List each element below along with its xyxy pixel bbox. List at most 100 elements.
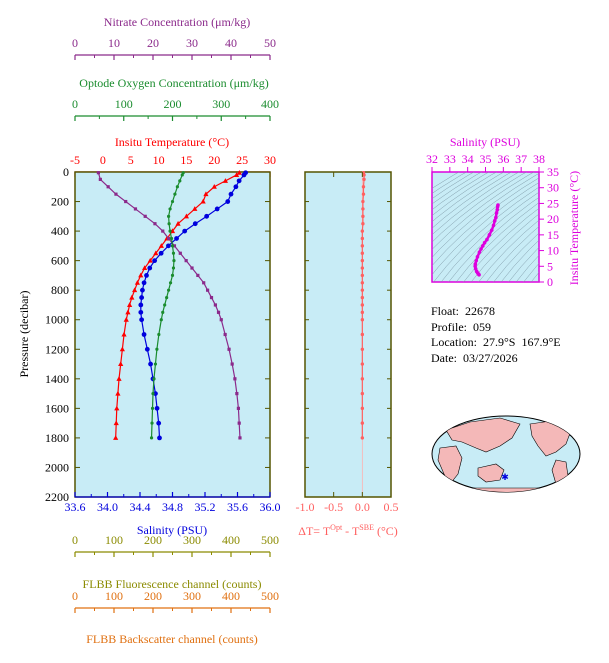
pressure-tick-label: 1000	[45, 313, 69, 327]
ts-isopycnal	[432, 172, 482, 205]
salinity-axis-title: Salinity (PSU)	[137, 523, 207, 537]
temperature-axis-title: Insitu Temperature (°C)	[115, 135, 229, 149]
temperature-point	[114, 405, 120, 411]
salinity-tick-label: 33.6	[65, 500, 86, 514]
nitrate-point	[114, 192, 118, 196]
pressure-tick-label: 800	[51, 283, 69, 297]
oxygen-point	[150, 406, 155, 410]
delta-t-point	[360, 251, 365, 255]
main-plot-background	[74, 171, 271, 498]
ts-isopycnal	[515, 254, 539, 282]
ts-point	[482, 240, 487, 245]
salinity-point	[204, 213, 210, 219]
nitrate-point	[216, 310, 221, 314]
ts-temperature-tick-label: 30	[547, 181, 559, 195]
salinity-point	[141, 332, 147, 337]
oxygen-point	[170, 273, 175, 278]
nitrate-point	[190, 266, 194, 270]
nitrate-point	[206, 288, 210, 292]
delta-t-point	[360, 377, 365, 381]
nitrate-point	[196, 273, 200, 278]
temperature-point	[115, 390, 121, 396]
fluorescence-tick-label: 200	[144, 533, 162, 547]
ts-isopycnal	[432, 177, 539, 267]
salinity-point	[138, 302, 144, 308]
salinity-point	[147, 265, 153, 271]
oxygen-tick-label: 300	[212, 97, 230, 111]
ts-point	[491, 223, 496, 228]
nitrate-point	[106, 185, 110, 189]
ts-point	[487, 233, 492, 237]
ts-temperature-title: Insitu Temperature (°C)	[567, 171, 581, 285]
temperature-point	[183, 213, 190, 219]
pressure-ticks: 0 200 400 600 800 1000 1200 1400 1600 1800 2000 220…	[45, 165, 270, 504]
salinity-point	[233, 184, 239, 190]
ts-salinity-tick-label: 36	[497, 152, 509, 166]
temperature-point	[158, 243, 164, 248]
salinity-tick-label: 34.4	[130, 500, 151, 514]
temperature-point	[175, 220, 181, 226]
temperature-point	[211, 183, 217, 189]
salinity-tick-label: 35.2	[195, 500, 216, 514]
backscatter-axis-title: FLBB Backscatter channel (counts)	[86, 632, 258, 646]
ts-isopycnal	[432, 172, 475, 199]
ts-point	[474, 258, 479, 263]
nitrate-point	[233, 377, 237, 381]
nitrate-point	[213, 303, 217, 307]
nitrate-point	[143, 214, 147, 218]
ts-temperature-tick-label: 10	[547, 244, 559, 258]
delta-t-point	[360, 406, 365, 411]
pressure-tick-label: 1800	[45, 431, 69, 445]
float-id: Float: 22678	[431, 304, 496, 318]
ts-point	[494, 211, 499, 215]
delta-t-label-unit: (°C)	[374, 524, 398, 538]
float-info: Float: 22678 Profile: 059 Location: 27.9…	[431, 304, 561, 366]
oxygen-ticks: 0 100 200 300 400	[72, 97, 279, 121]
backscatter-tick-label: 0	[72, 589, 78, 603]
delta-t-point	[361, 199, 365, 204]
ts-temperature-tick-label: 35	[547, 165, 559, 179]
backscatter-axis: 0 100 200 300 400 500 FLBB Backscatter channe…	[72, 589, 279, 646]
ts-salinity-tick-label: 35	[480, 152, 492, 166]
salinity-point	[158, 250, 164, 256]
ts-isopycnal	[432, 172, 535, 250]
nitrate-point	[202, 281, 206, 285]
ts-point	[496, 203, 500, 207]
ts-salinity-title: Salinity (PSU)	[450, 135, 520, 149]
oxygen-point	[161, 310, 165, 314]
oxygen-point	[167, 222, 171, 226]
date: Date: 03/27/2026	[431, 350, 518, 365]
oxygen-point	[178, 179, 182, 183]
nitrate-axis-title: Nitrate Concentration (μm/kg)	[104, 15, 250, 29]
ts-point	[485, 237, 489, 242]
salinity-point	[152, 258, 158, 264]
ts-isopycnal	[493, 232, 539, 282]
ts-temperature-tick-label: 0	[547, 275, 553, 289]
ts-salinity-tick-label: 33	[444, 152, 456, 166]
pressure-tick-label: 1400	[45, 372, 69, 386]
temperature-point	[222, 178, 229, 183]
temperature-point	[118, 361, 124, 367]
delta-t-point	[360, 281, 365, 285]
ts-isopycnal	[455, 202, 539, 282]
salinity-tick-label: 35.6	[227, 500, 248, 514]
oxygen-point	[153, 362, 158, 366]
ts-salinity-tick-label: 38	[533, 152, 545, 166]
ts-isopycnal	[432, 172, 497, 216]
delta-t-point	[360, 303, 365, 307]
backscatter-tick-label: 300	[183, 589, 201, 603]
nitrate-tick-label: 40	[225, 36, 237, 50]
oxygen-point	[150, 421, 154, 425]
nitrate-point	[161, 229, 165, 233]
oxygen-tick-label: 200	[164, 97, 182, 111]
ts-point	[495, 207, 500, 212]
delta-t-plot: -1.0 -0.5 0.0 0.5 ΔT= TOpt - TSBE (°C)	[296, 171, 399, 538]
nitrate-tick-label: 50	[264, 36, 276, 50]
salinity-point	[139, 295, 145, 300]
salinity-ticks: 33.6 34.0 34.4 34.8 35.2 35.6 36.0	[65, 492, 281, 514]
oxygen-point	[173, 192, 177, 196]
temperature-tick-label: 20	[208, 153, 220, 167]
ts-isopycnal	[432, 172, 467, 194]
salinity-point	[157, 435, 162, 441]
